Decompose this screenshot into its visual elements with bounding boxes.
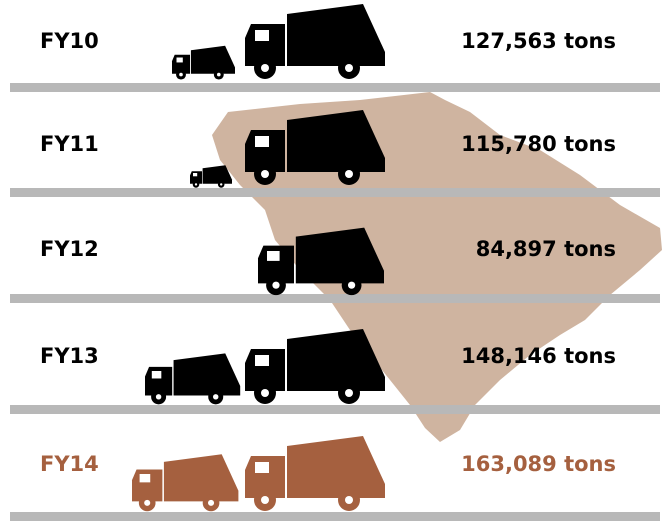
truck-icon (172, 45, 235, 80)
category-label: FY13 (40, 344, 99, 368)
truck-icon (245, 329, 385, 404)
floor-bar (10, 294, 660, 303)
category-label: FY11 (40, 132, 99, 156)
value-label: 115,780 tons (461, 132, 616, 156)
truck-group (172, 4, 385, 80)
truck-group (132, 436, 385, 512)
category-label: FY14 (40, 452, 99, 476)
truck-icon (245, 4, 385, 79)
truck-icon (190, 165, 232, 188)
truck-icon (132, 454, 239, 512)
floor-bar (10, 405, 660, 414)
category-label: FY12 (40, 237, 99, 261)
state-map (212, 92, 662, 442)
truck-icon (245, 436, 385, 511)
floor-bar (10, 188, 660, 197)
value-label: 163,089 tons (461, 452, 616, 476)
value-label: 84,897 tons (476, 237, 616, 261)
floor-bar (10, 83, 660, 92)
floor-bar (10, 512, 660, 521)
truck-icon (145, 353, 241, 405)
value-label: 127,563 tons (461, 29, 616, 53)
value-label: 148,146 tons (461, 344, 616, 368)
truck-group (145, 329, 385, 405)
category-label: FY10 (40, 29, 99, 53)
